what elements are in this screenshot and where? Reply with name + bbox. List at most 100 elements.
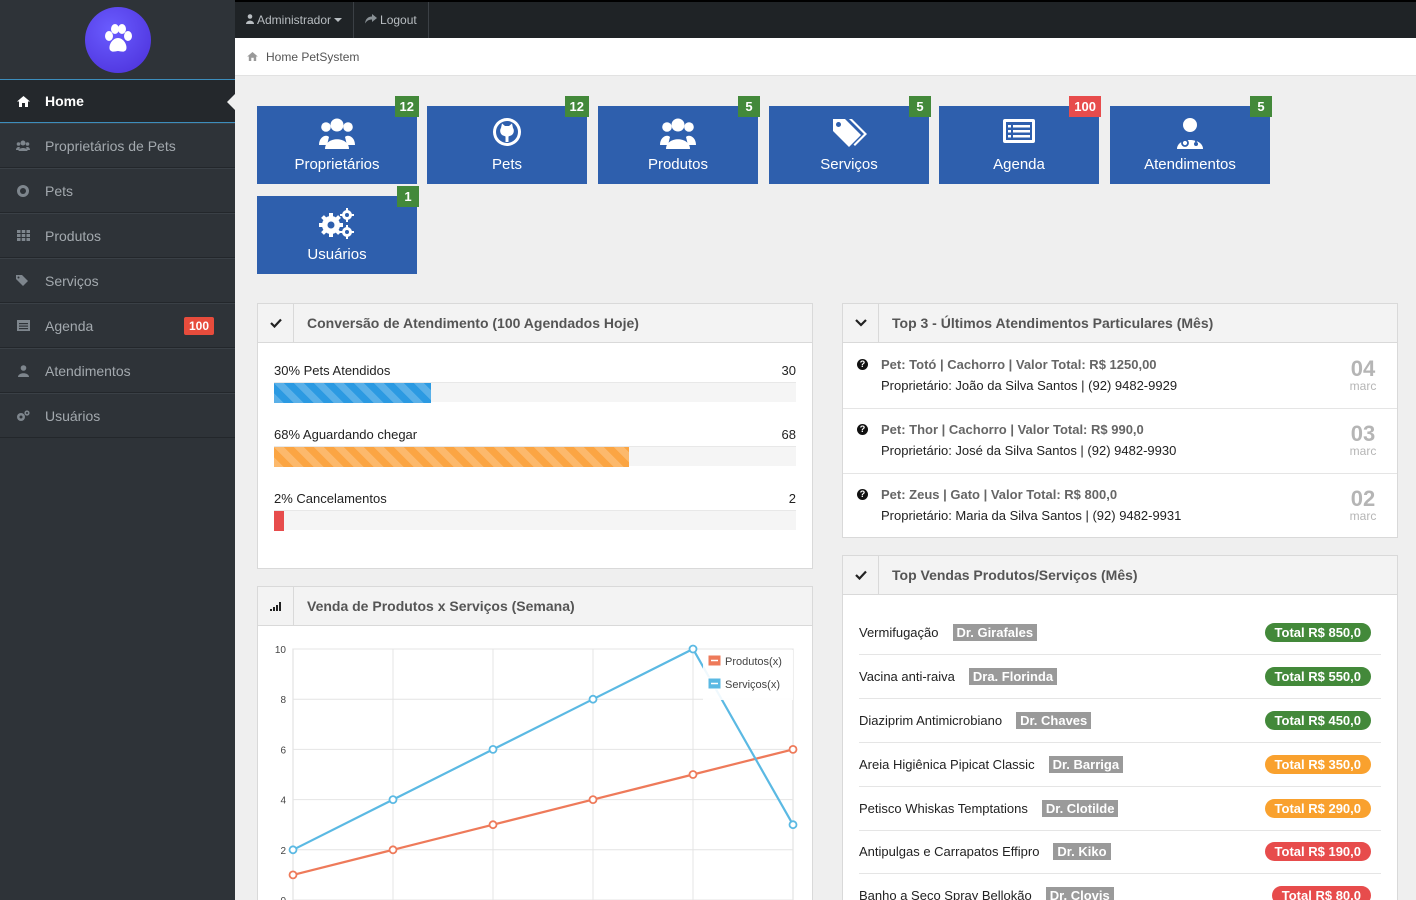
sidebar-nav: Home Proprietários de Pets Pets Produtos… xyxy=(0,79,235,438)
data-point xyxy=(788,745,798,754)
data-point xyxy=(488,745,498,754)
users-icon xyxy=(598,117,758,151)
total-badge: Total R$ 450,0 xyxy=(1264,711,1371,730)
tile-count-badge: 5 xyxy=(738,96,760,117)
line-chart: 10 8 6 4 2 0 Produtos(x) Serviços(x) xyxy=(275,644,798,900)
total-badge: Total R$ 190,0 xyxy=(1264,842,1371,861)
panel-header: Conversão de Atendimento (100 Agendados … xyxy=(258,304,812,343)
sidebar-item-pets[interactable]: Pets xyxy=(0,168,235,213)
check-icon[interactable] xyxy=(843,556,879,594)
tile-usuarios[interactable]: Usuários 1 xyxy=(257,186,419,274)
signal-icon[interactable] xyxy=(258,587,294,625)
progress-bar xyxy=(274,447,629,467)
y-tick-label: 6 xyxy=(280,745,286,756)
home-icon xyxy=(16,95,30,107)
sales-chart-panel: Venda de Produtos x Serviços (Semana) 10… xyxy=(257,586,813,900)
product-name: Banho a Seco Spray Bellokão xyxy=(859,888,1032,900)
pet-info: Pet: Totó | Cachorro | Valor Total: R$ 1… xyxy=(881,357,1157,372)
date-day: 02 xyxy=(1350,486,1376,511)
tile-count-badge: 100 xyxy=(1069,96,1101,117)
gears-icon xyxy=(16,409,30,422)
y-tick-label: 2 xyxy=(280,846,286,857)
user-icon xyxy=(246,13,254,27)
owner-info: Proprietário: José da Silva Santos | (92… xyxy=(881,443,1177,458)
question-icon: ? xyxy=(857,359,868,370)
tile-count-badge: 12 xyxy=(564,96,589,117)
check-icon[interactable] xyxy=(258,304,294,342)
tile-label: Atendimentos xyxy=(1144,156,1236,173)
sidebar-item-produtos[interactable]: Produtos xyxy=(0,213,235,258)
tile-count-badge: 12 xyxy=(394,96,419,117)
y-tick-label: 8 xyxy=(280,695,286,706)
breadcrumb-label[interactable]: Home PetSystem xyxy=(266,49,360,64)
logout-button[interactable]: Logout xyxy=(354,2,429,38)
product-name: Antipulgas e Carrapatos Effipro xyxy=(859,844,1040,859)
tile-proprietarios[interactable]: Proprietários 12 xyxy=(257,96,419,184)
table-row[interactable]: Vacina anti-raiva Dra. Florinda Total R$… xyxy=(859,655,1381,699)
progress-value: 2 xyxy=(788,491,796,506)
progress-label: 2% Cancelamentos xyxy=(274,491,387,506)
progress-row-cancelamentos: 2% Cancelamentos 2 xyxy=(274,491,796,531)
list-item[interactable]: ? Pet: Zeus | Gato | Valor Total: R$ 800… xyxy=(843,474,1397,539)
list-icon xyxy=(16,320,30,332)
tile-agenda[interactable]: Agenda 100 xyxy=(939,96,1101,184)
progress-track xyxy=(274,510,796,531)
list-item[interactable]: ? Pet: Thor | Cachorro | Valor Total: R$… xyxy=(843,409,1397,474)
sidebar-item-proprietarios[interactable]: Proprietários de Pets xyxy=(0,123,235,168)
panel-header: Top Vendas Produtos/Serviços (Mês) xyxy=(843,556,1397,595)
sidebar: Home Proprietários de Pets Pets Produtos… xyxy=(0,0,235,900)
progress-value: 68 xyxy=(781,427,796,442)
github-icon xyxy=(427,117,587,151)
y-tick-label: 0 xyxy=(280,896,286,900)
tile-count-badge: 1 xyxy=(397,186,419,207)
progress-value: 30 xyxy=(781,363,796,378)
table-row[interactable]: Vermifugação Dr. Girafales Total R$ 850,… xyxy=(859,611,1381,655)
pet-info: Pet: Thor | Cachorro | Valor Total: R$ 9… xyxy=(881,422,1144,437)
y-tick-label: 10 xyxy=(275,645,287,656)
table-row[interactable]: Diaziprim Antimicrobiano Dr. Chaves Tota… xyxy=(859,699,1381,743)
date-day: 03 xyxy=(1350,421,1376,446)
top3-panel: Top 3 - Últimos Atendimentos Particulare… xyxy=(842,303,1398,538)
data-point xyxy=(688,644,698,654)
legend-label: Produtos(x) xyxy=(725,656,782,668)
tags-icon xyxy=(16,274,30,287)
table-row[interactable]: Areia Higiênica Pipicat Classic Dr. Barr… xyxy=(859,743,1381,787)
table-row[interactable]: Banho a Seco Spray Bellokão Dr. Clovis T… xyxy=(859,874,1381,900)
tile-pets[interactable]: Pets 12 xyxy=(427,96,589,184)
list-alt-icon xyxy=(939,117,1099,151)
tile-atendimentos[interactable]: Atendimentos 5 xyxy=(1110,96,1272,184)
tile-servicos[interactable]: Serviços 5 xyxy=(769,96,931,184)
panel-title: Venda de Produtos x Serviços (Semana) xyxy=(307,598,575,614)
doctor-label: Dr. Kiko xyxy=(1053,843,1111,860)
sidebar-item-atendimentos[interactable]: Atendimentos xyxy=(0,348,235,393)
list-item[interactable]: ? Pet: Totó | Cachorro | Valor Total: R$… xyxy=(843,344,1397,409)
user-menu-button[interactable]: Administrador xyxy=(235,2,355,38)
question-icon: ? xyxy=(857,489,868,500)
product-name: Areia Higiênica Pipicat Classic xyxy=(859,757,1035,772)
table-row[interactable]: Petisco Whiskas Temptations Dr. Clotilde… xyxy=(859,787,1381,831)
total-badge: Total R$ 850,0 xyxy=(1264,623,1371,642)
sidebar-item-label: Proprietários de Pets xyxy=(45,137,176,154)
sidebar-item-servicos[interactable]: Serviços xyxy=(0,258,235,303)
progress-label: 68% Aguardando chegar xyxy=(274,427,418,442)
sidebar-item-agenda[interactable]: Agenda 100 xyxy=(0,303,235,348)
table-row[interactable]: Antipulgas e Carrapatos Effipro Dr. Kiko… xyxy=(859,830,1381,874)
tile-label: Usuários xyxy=(307,246,367,263)
owner-info: Proprietário: Maria da Silva Santos | (9… xyxy=(881,508,1182,523)
doctor-label: Dr. Clotilde xyxy=(1041,800,1119,817)
user-md-icon xyxy=(16,364,30,377)
sidebar-item-home[interactable]: Home xyxy=(0,79,235,123)
user-menu-label: Administrador xyxy=(257,13,332,27)
tile-label: Proprietários xyxy=(294,156,380,173)
data-point xyxy=(288,870,298,880)
product-name: Diaziprim Antimicrobiano xyxy=(859,713,1003,728)
total-badge: Total R$ 80,0 xyxy=(1271,886,1371,900)
legend-label: Serviços(x) xyxy=(725,679,780,691)
paw-logo-icon[interactable] xyxy=(84,6,151,73)
tile-produtos[interactable]: Produtos 5 xyxy=(598,96,760,184)
conversion-panel: Conversão de Atendimento (100 Agendados … xyxy=(257,303,813,569)
chevron-down-icon[interactable] xyxy=(843,304,879,342)
series-line-produtos xyxy=(292,748,794,876)
data-point xyxy=(788,820,798,830)
sidebar-item-usuarios[interactable]: Usuários xyxy=(0,393,235,438)
